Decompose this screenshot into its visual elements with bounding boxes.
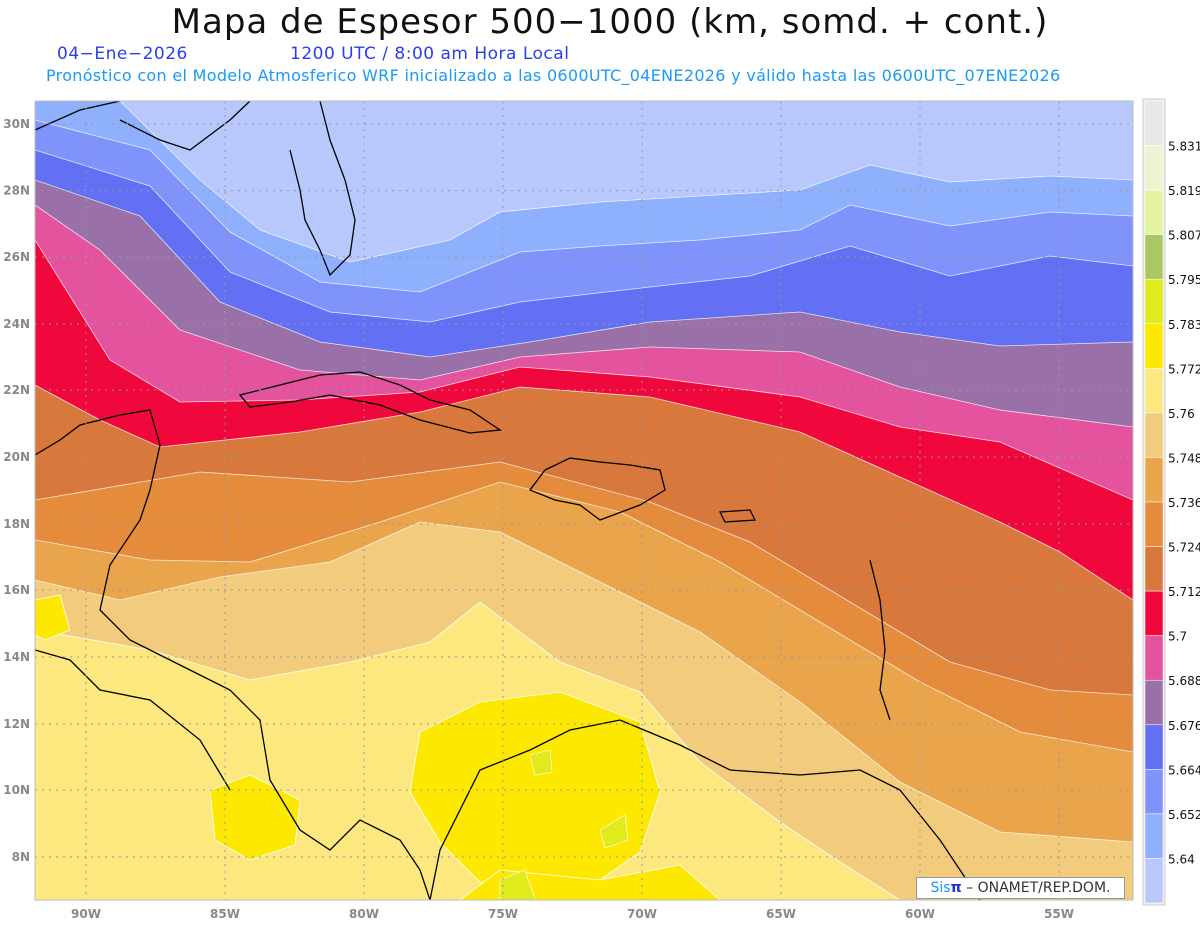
lat-label: 26N: [3, 250, 30, 264]
thickness-band: [35, 594, 71, 641]
coastline: [35, 649, 231, 791]
coastlines: [35, 101, 981, 900]
colorbar-label: 5.807: [1168, 229, 1200, 243]
colorbar-segment: [1144, 323, 1164, 369]
credit-text: – ONAMET/REP.DOM.: [966, 880, 1111, 896]
lon-label: 70W: [627, 907, 657, 921]
lon-label: 55W: [1044, 907, 1074, 921]
lat-label: 28N: [3, 184, 30, 198]
coastline: [35, 409, 431, 900]
colorbar-label: 5.664: [1168, 763, 1200, 777]
coastline: [35, 101, 251, 151]
colorbar-label: 5.748: [1168, 451, 1200, 465]
lon-label: 90W: [71, 907, 101, 921]
map-frame: [34, 100, 1134, 901]
lat-label: 30N: [3, 117, 30, 131]
thickness-band: [599, 814, 629, 849]
colorbar-label: 5.7: [1168, 630, 1187, 644]
colorbar-label: 5.76: [1168, 407, 1195, 421]
colorbar-label: 5.652: [1168, 808, 1200, 822]
forecast-info: Pronóstico con el Modelo Atmosferico WRF…: [46, 66, 1061, 85]
credit-pi: π: [950, 880, 962, 896]
forecast-time: 1200 UTC / 8:00 am Hora Local: [290, 44, 570, 64]
colorbar-label: 5.783: [1168, 318, 1200, 332]
thickness-band: [499, 869, 536, 900]
colorbar-label: 5.688: [1168, 674, 1200, 688]
colorbar-segment: [1144, 412, 1164, 458]
colorbar-segment: [1144, 635, 1164, 681]
lat-label: 16N: [3, 583, 30, 597]
colorbar-segment: [1144, 858, 1164, 904]
colorbar-label: 5.819: [1168, 184, 1200, 198]
lon-label: 80W: [349, 907, 379, 921]
lat-label: 24N: [3, 317, 30, 331]
colorbar-label: 5.772: [1168, 362, 1200, 376]
credit-sis: Sis: [930, 880, 951, 896]
colorbar-segment: [1144, 457, 1164, 503]
lon-label: 85W: [210, 907, 240, 921]
credit-box: Sisπ – ONAMET/REP.DOM.: [916, 877, 1125, 899]
thickness-band: [209, 774, 301, 861]
map-title: Mapa de Espesor 500−1000 (km, somd. + co…: [171, 2, 1049, 42]
colorbar-segment: [1144, 724, 1164, 770]
lat-label: 20N: [3, 450, 30, 464]
colorbar-segment: [1144, 145, 1164, 191]
colorbar-segment: [1144, 278, 1164, 325]
colorbar-label: 5.724: [1168, 541, 1200, 555]
colorbar-segment: [1144, 368, 1164, 414]
coastline: [528, 457, 666, 521]
colorbar-label: 5.712: [1168, 585, 1200, 599]
colorbar-label: 5.676: [1168, 719, 1200, 733]
colorbar-label: 5.736: [1168, 496, 1200, 510]
thickness-band: [529, 749, 553, 776]
colorbar-segment: [1144, 100, 1164, 146]
colorbar-segment: [1144, 769, 1164, 815]
coastline: [238, 371, 502, 434]
colorbar: 5.831 5.819 5.807 5.795 5.783 5.772 5.76 5.748 5…: [1142, 98, 1200, 906]
graticule: 90W 85W 80W 75W 70W 65W 60W 55W 30N 28N 26N 24N 22N 2…: [3, 101, 1133, 921]
lat-label: 8N: [12, 850, 30, 864]
forecast-date: 04−Ene−2026: [57, 44, 188, 64]
lon-label: 65W: [766, 907, 796, 921]
thickness-band: [409, 691, 661, 883]
lon-label: 75W: [488, 907, 518, 921]
coastline: [869, 559, 891, 721]
colorbar-label: 5.831: [1168, 140, 1200, 154]
colorbar-segment: [1144, 189, 1164, 235]
lat-label: 18N: [3, 517, 30, 531]
lat-label: 14N: [3, 650, 30, 664]
colorbar-segment: [1144, 501, 1164, 547]
lon-label: 60W: [905, 907, 935, 921]
thickness-fill-layer: [35, 101, 1133, 900]
colorbar-segment: [1144, 590, 1164, 636]
lat-label: 22N: [3, 383, 30, 397]
coastline: [429, 719, 981, 900]
colorbar-segment: [1144, 679, 1164, 726]
coastline: [289, 101, 356, 277]
lat-label: 10N: [3, 783, 30, 797]
colorbar-label: 5.795: [1168, 273, 1200, 287]
colorbar-segment: [1144, 546, 1164, 592]
lat-label: 12N: [3, 717, 30, 731]
colorbar-segment: [1144, 234, 1164, 280]
coastline: [718, 509, 757, 523]
colorbar-label: 5.64: [1168, 852, 1195, 866]
colorbar-segment: [1144, 813, 1164, 859]
